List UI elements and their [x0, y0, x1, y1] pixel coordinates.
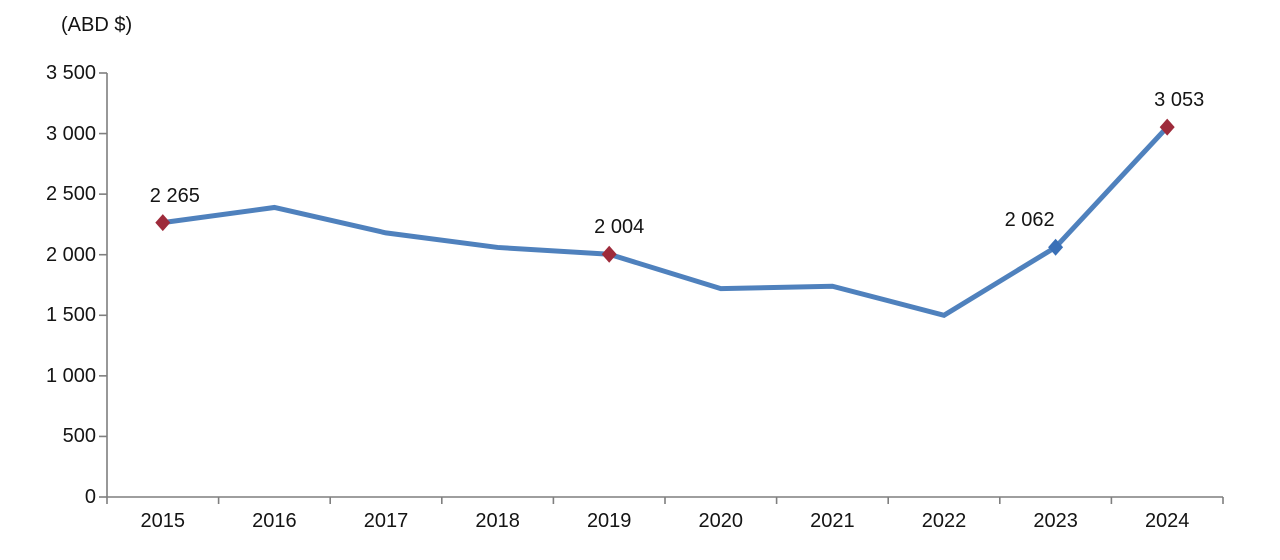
y-tick-label: 1 500: [45, 304, 96, 327]
y-tick-label: 1 000: [45, 364, 96, 387]
x-tick-label: 2015: [140, 510, 186, 532]
x-tick-label: 2023: [1033, 510, 1078, 532]
x-tick-label: 2017: [363, 510, 409, 532]
axis-lines: [106, 73, 1223, 498]
y-tick-label: 3 500: [45, 62, 96, 84]
chart-title: (ABD $): [61, 14, 133, 36]
data-label-2024: 3 053: [1154, 89, 1205, 112]
data-label-2023: 2 062: [1004, 209, 1055, 232]
y-tick-label: 0: [84, 486, 96, 508]
data-point-marker-2024: [1159, 118, 1175, 136]
y-tick-label: 3 000: [45, 122, 96, 145]
x-tick-label: 2018: [475, 510, 520, 532]
y-tick-label: 2 000: [45, 243, 96, 266]
x-tick-label: 2022: [921, 510, 967, 532]
x-tick-label: 2016: [252, 510, 297, 532]
y-tick-label: 500: [62, 425, 96, 448]
y-tick-label: 2 500: [45, 183, 96, 206]
x-tick-label: 2020: [698, 510, 744, 532]
x-tick-label: 2024: [1144, 510, 1190, 532]
series-line: [162, 125, 1170, 318]
x-tick-label: 2019: [586, 510, 632, 532]
data-point-marker-2019: [601, 245, 617, 263]
data-label-2019: 2 004: [594, 216, 645, 239]
data-label-2015: 2 265: [149, 184, 200, 207]
x-tick-label: 2021: [810, 510, 855, 532]
data-point-marker-2023: [1048, 238, 1064, 256]
data-point-marker-2015: [155, 214, 171, 232]
